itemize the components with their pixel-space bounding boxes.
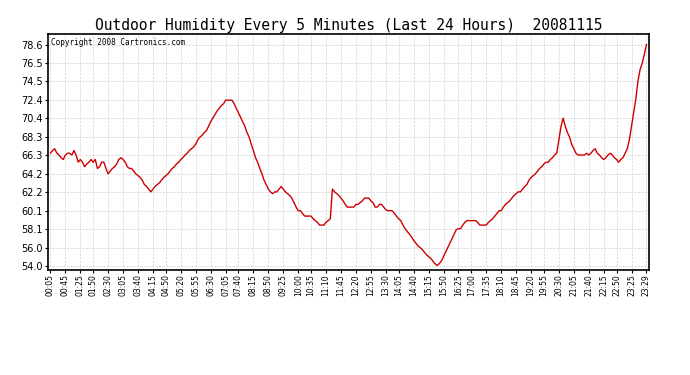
Title: Outdoor Humidity Every 5 Minutes (Last 24 Hours)  20081115: Outdoor Humidity Every 5 Minutes (Last 2… [95, 18, 602, 33]
Text: Copyright 2008 Cartronics.com: Copyright 2008 Cartronics.com [51, 39, 186, 48]
